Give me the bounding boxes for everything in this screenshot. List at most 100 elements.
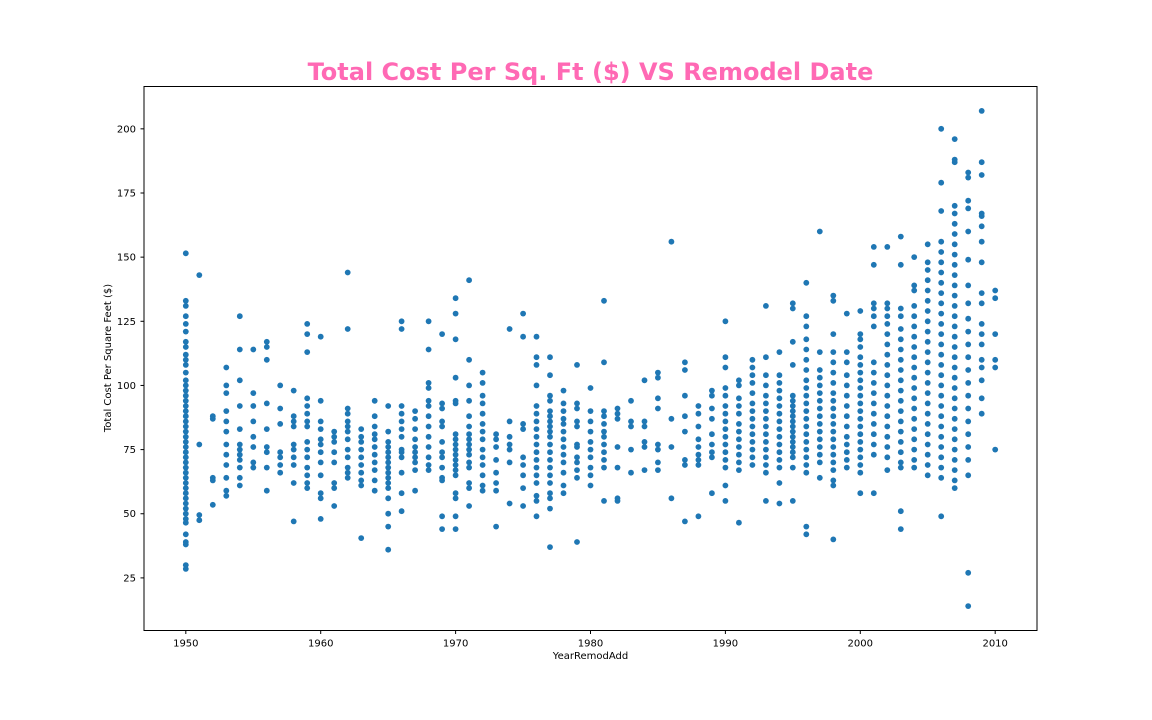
data-point xyxy=(695,451,702,458)
data-point xyxy=(870,380,877,386)
data-point xyxy=(951,457,958,463)
data-point xyxy=(182,403,189,409)
data-point xyxy=(398,454,405,461)
data-point xyxy=(843,372,850,379)
data-point xyxy=(938,279,945,286)
data-point xyxy=(398,410,405,417)
data-point xyxy=(749,446,756,453)
data-point xyxy=(655,395,661,402)
data-point xyxy=(803,408,810,414)
data-point xyxy=(344,469,351,476)
data-point xyxy=(897,326,904,332)
data-point xyxy=(951,303,958,309)
data-point xyxy=(250,390,257,396)
data-point xyxy=(304,349,311,355)
data-point xyxy=(182,362,189,368)
data-point xyxy=(965,380,972,386)
data-point xyxy=(385,469,392,476)
data-point xyxy=(371,397,378,404)
data-point xyxy=(965,472,972,479)
data-point xyxy=(911,415,918,422)
data-point xyxy=(776,441,783,448)
data-point xyxy=(695,403,702,409)
data-point xyxy=(789,362,796,368)
data-point xyxy=(924,267,931,273)
data-point xyxy=(897,367,904,373)
data-point xyxy=(992,331,999,337)
data-point xyxy=(533,449,540,456)
data-point xyxy=(182,303,189,309)
data-point xyxy=(843,423,850,430)
y-tick-label: 50 xyxy=(123,509,136,520)
data-point xyxy=(965,405,972,412)
data-point xyxy=(304,331,311,337)
data-point xyxy=(182,439,189,445)
data-point xyxy=(452,526,459,532)
data-point xyxy=(182,433,189,440)
data-point xyxy=(574,474,580,481)
data-point xyxy=(682,518,688,525)
data-point xyxy=(951,210,958,217)
data-point xyxy=(196,441,203,448)
data-point xyxy=(371,413,378,420)
data-point xyxy=(560,482,567,489)
data-point xyxy=(506,418,513,425)
data-point xyxy=(601,428,607,435)
data-point xyxy=(857,385,864,391)
data-point xyxy=(776,380,783,386)
data-point xyxy=(843,403,850,409)
data-point xyxy=(209,501,216,508)
data-point xyxy=(722,457,729,463)
data-point xyxy=(870,305,877,312)
data-point xyxy=(870,451,877,458)
data-point xyxy=(290,462,297,468)
data-point xyxy=(843,310,850,317)
data-point xyxy=(655,441,661,448)
data-point xyxy=(385,510,392,517)
data-point xyxy=(722,318,729,325)
data-point xyxy=(951,313,958,320)
data-point xyxy=(709,490,715,497)
data-point xyxy=(466,413,472,420)
data-point xyxy=(803,346,810,353)
data-point xyxy=(843,433,850,440)
data-point xyxy=(789,444,796,450)
data-point xyxy=(533,362,540,368)
data-point xyxy=(182,500,189,507)
data-point xyxy=(439,331,445,337)
data-point xyxy=(425,444,432,450)
data-point xyxy=(938,433,945,440)
y-tick-label: 175 xyxy=(117,188,136,199)
data-point xyxy=(425,454,432,461)
data-point xyxy=(911,287,918,294)
data-point xyxy=(182,392,189,399)
data-point xyxy=(385,523,392,530)
data-point xyxy=(331,439,338,445)
data-point xyxy=(290,387,297,394)
data-point xyxy=(951,220,958,227)
data-point xyxy=(277,449,284,456)
data-point xyxy=(803,454,810,461)
y-axis-label: Total Cost Per Square Feet ($) xyxy=(103,284,114,433)
data-point xyxy=(870,261,877,268)
data-point xyxy=(830,477,837,484)
data-point xyxy=(965,341,972,348)
data-point xyxy=(924,421,931,427)
data-point xyxy=(479,487,486,494)
data-point xyxy=(263,444,270,450)
data-point xyxy=(560,436,567,443)
data-point xyxy=(722,418,729,425)
data-point xyxy=(857,308,864,314)
data-point xyxy=(344,410,351,417)
data-point xyxy=(182,338,189,345)
data-point xyxy=(830,428,837,435)
data-point xyxy=(398,469,405,476)
data-point xyxy=(884,300,891,307)
data-point xyxy=(317,441,324,448)
data-point xyxy=(574,539,580,545)
data-point xyxy=(533,480,540,486)
data-point xyxy=(816,367,823,373)
data-point xyxy=(533,513,540,520)
data-point xyxy=(924,277,931,284)
data-point xyxy=(466,503,472,509)
